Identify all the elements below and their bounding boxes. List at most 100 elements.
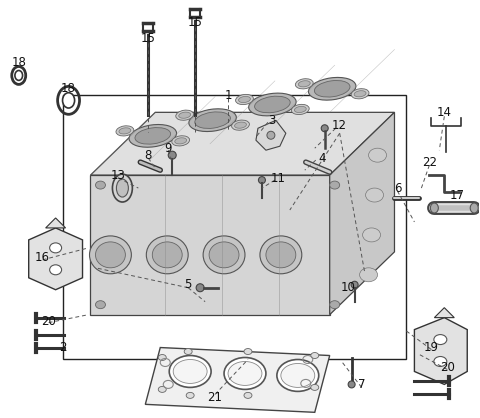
- Ellipse shape: [15, 71, 23, 80]
- Ellipse shape: [434, 357, 447, 367]
- Polygon shape: [46, 218, 66, 228]
- Text: 19: 19: [424, 341, 439, 354]
- Ellipse shape: [146, 236, 188, 274]
- Polygon shape: [434, 308, 454, 318]
- Text: 20: 20: [440, 361, 455, 374]
- Polygon shape: [145, 347, 330, 412]
- Ellipse shape: [295, 79, 313, 89]
- Ellipse shape: [89, 236, 132, 274]
- Ellipse shape: [49, 265, 61, 275]
- Text: 2: 2: [59, 341, 66, 354]
- Ellipse shape: [311, 352, 319, 359]
- Ellipse shape: [135, 127, 170, 144]
- Text: 4: 4: [318, 152, 325, 165]
- Ellipse shape: [299, 81, 310, 87]
- Text: 11: 11: [270, 172, 286, 185]
- Ellipse shape: [362, 228, 381, 242]
- Text: 8: 8: [144, 149, 152, 162]
- Ellipse shape: [260, 236, 302, 274]
- Ellipse shape: [173, 359, 207, 383]
- Polygon shape: [29, 228, 83, 290]
- Ellipse shape: [158, 386, 166, 393]
- Ellipse shape: [228, 362, 262, 385]
- Ellipse shape: [239, 97, 251, 102]
- Ellipse shape: [189, 109, 236, 132]
- Polygon shape: [256, 120, 286, 150]
- Ellipse shape: [96, 181, 106, 189]
- Text: 14: 14: [437, 106, 452, 119]
- Ellipse shape: [184, 349, 192, 354]
- Ellipse shape: [196, 284, 204, 292]
- Text: 1: 1: [224, 89, 232, 102]
- Ellipse shape: [366, 188, 384, 202]
- Text: 21: 21: [207, 391, 223, 404]
- Ellipse shape: [431, 203, 438, 213]
- Ellipse shape: [244, 393, 252, 398]
- Ellipse shape: [116, 126, 134, 136]
- Ellipse shape: [209, 242, 239, 268]
- Ellipse shape: [119, 128, 131, 134]
- Text: 7: 7: [358, 378, 365, 391]
- Ellipse shape: [254, 96, 290, 113]
- Ellipse shape: [249, 93, 296, 116]
- Ellipse shape: [267, 131, 275, 139]
- Text: 9: 9: [165, 142, 172, 155]
- Ellipse shape: [434, 334, 447, 344]
- Ellipse shape: [62, 93, 74, 108]
- Ellipse shape: [311, 385, 319, 390]
- Ellipse shape: [169, 356, 211, 387]
- Ellipse shape: [96, 242, 125, 268]
- Ellipse shape: [277, 359, 319, 391]
- Ellipse shape: [330, 181, 340, 189]
- Ellipse shape: [258, 177, 265, 184]
- Ellipse shape: [152, 242, 182, 268]
- Text: 16: 16: [35, 251, 50, 264]
- Ellipse shape: [49, 243, 61, 253]
- Ellipse shape: [96, 301, 106, 308]
- Polygon shape: [414, 318, 467, 385]
- Text: 13: 13: [111, 168, 126, 181]
- Text: 17: 17: [450, 189, 465, 201]
- Ellipse shape: [236, 94, 253, 104]
- Ellipse shape: [470, 203, 478, 213]
- Text: 6: 6: [394, 181, 401, 194]
- Ellipse shape: [314, 81, 350, 97]
- Ellipse shape: [291, 104, 309, 115]
- Ellipse shape: [321, 125, 328, 132]
- Ellipse shape: [348, 381, 355, 388]
- Ellipse shape: [203, 236, 245, 274]
- Ellipse shape: [129, 125, 177, 147]
- Ellipse shape: [179, 112, 191, 118]
- Bar: [62, 95, 407, 359]
- Ellipse shape: [244, 349, 252, 354]
- Ellipse shape: [112, 174, 132, 202]
- Ellipse shape: [369, 148, 386, 162]
- Ellipse shape: [168, 151, 176, 159]
- Ellipse shape: [158, 354, 166, 360]
- Ellipse shape: [360, 268, 378, 282]
- Text: 18: 18: [61, 82, 76, 95]
- Ellipse shape: [176, 110, 193, 120]
- Ellipse shape: [172, 136, 190, 146]
- Text: 18: 18: [12, 56, 26, 69]
- Text: 10: 10: [340, 281, 355, 294]
- Ellipse shape: [235, 122, 246, 128]
- Text: 15: 15: [188, 16, 203, 29]
- Ellipse shape: [294, 107, 306, 112]
- Text: 3: 3: [268, 114, 276, 127]
- Ellipse shape: [351, 89, 369, 99]
- Polygon shape: [91, 112, 395, 175]
- Ellipse shape: [231, 120, 250, 130]
- Text: 22: 22: [422, 155, 437, 168]
- Text: 20: 20: [41, 315, 56, 328]
- Text: 5: 5: [184, 278, 192, 291]
- Ellipse shape: [117, 179, 128, 197]
- Ellipse shape: [281, 364, 315, 387]
- Polygon shape: [91, 175, 330, 315]
- Ellipse shape: [195, 112, 230, 128]
- Ellipse shape: [224, 357, 266, 390]
- Ellipse shape: [351, 281, 358, 288]
- Ellipse shape: [330, 301, 340, 308]
- Ellipse shape: [266, 242, 296, 268]
- Ellipse shape: [175, 138, 187, 144]
